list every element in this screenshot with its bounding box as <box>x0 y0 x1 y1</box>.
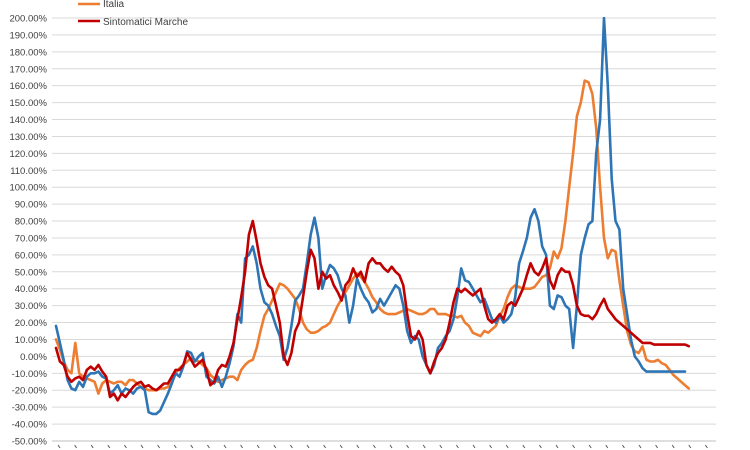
y-tick-label: -10.00% <box>12 369 48 380</box>
x-tick-mark <box>157 444 161 449</box>
x-tick-mark <box>472 444 476 449</box>
x-tick-mark <box>389 444 393 449</box>
y-tick-label: 180.00% <box>9 47 47 58</box>
y-tick-label: 30.00% <box>15 301 48 312</box>
y-tick-label: 100.00% <box>9 183 47 194</box>
y-tick-label: 130.00% <box>9 132 47 143</box>
y-tick-label: 70.00% <box>15 233 48 244</box>
x-tick-mark <box>140 444 144 449</box>
y-tick-label: 90.00% <box>15 200 48 211</box>
x-tick-mark <box>688 444 692 449</box>
x-tick-mark <box>107 444 111 449</box>
y-tick-label: 140.00% <box>9 115 47 126</box>
x-tick-mark <box>289 444 293 449</box>
x-axis-tick-marks <box>57 444 708 449</box>
series-line-sintomatici-marche <box>54 219 691 402</box>
x-tick-mark <box>123 444 127 449</box>
y-tick-label: 190.00% <box>9 30 47 41</box>
x-tick-mark <box>655 444 659 449</box>
y-tick-label: -40.00% <box>12 420 48 431</box>
y-tick-label: 110.00% <box>10 166 47 177</box>
y-tick-label: 20.00% <box>15 318 48 329</box>
y-tick-label: 200.00% <box>9 14 47 25</box>
x-tick-mark <box>206 444 210 449</box>
x-tick-mark <box>555 444 559 449</box>
legend: Italia Sintomatici Marche <box>78 0 188 28</box>
x-tick-mark <box>406 444 410 449</box>
x-tick-mark <box>339 444 343 449</box>
x-tick-mark <box>538 444 542 449</box>
x-tick-mark <box>372 444 376 449</box>
x-tick-mark <box>74 444 78 449</box>
x-tick-mark <box>190 444 194 449</box>
series-line-unlabeled-1 <box>54 17 687 416</box>
x-tick-mark <box>256 444 260 449</box>
y-tick-label: 150.00% <box>9 98 47 109</box>
x-tick-mark <box>439 444 443 449</box>
y-tick-label: 170.00% <box>9 64 47 75</box>
x-tick-mark <box>638 444 642 449</box>
legend-label-italia: Italia <box>103 0 125 10</box>
x-tick-mark <box>356 444 360 449</box>
y-axis-tick-labels: 200.00% 190.00% 180.00% 170.00% 160.00% 150.0… <box>9 14 47 448</box>
x-tick-mark <box>704 444 708 449</box>
y-tick-label: 120.00% <box>9 149 47 160</box>
x-tick-mark <box>57 444 61 449</box>
series-line-italia <box>54 79 691 395</box>
x-tick-mark <box>505 444 509 449</box>
x-tick-mark <box>605 444 609 449</box>
y-tick-label: 0.00% <box>20 352 47 363</box>
y-tick-label: 40.00% <box>15 284 48 295</box>
y-tick-label: 160.00% <box>9 81 47 92</box>
x-tick-mark <box>489 444 493 449</box>
y-tick-label: 60.00% <box>15 250 48 261</box>
y-tick-label: 80.00% <box>15 217 48 228</box>
x-tick-mark <box>240 444 244 449</box>
x-tick-mark <box>273 444 277 449</box>
x-tick-mark <box>572 444 576 449</box>
x-tick-mark <box>173 444 177 449</box>
gridlines <box>52 17 716 442</box>
x-tick-mark <box>323 444 327 449</box>
x-tick-mark <box>306 444 310 449</box>
series-lines <box>54 17 691 416</box>
x-tick-mark <box>671 444 675 449</box>
x-tick-mark <box>455 444 459 449</box>
y-tick-label: 50.00% <box>15 267 48 278</box>
x-tick-mark <box>621 444 625 449</box>
x-tick-mark <box>522 444 526 449</box>
x-tick-mark <box>588 444 592 449</box>
x-tick-mark <box>422 444 426 449</box>
y-tick-label: -20.00% <box>12 386 48 397</box>
legend-label-sintomatici-marche: Sintomatici Marche <box>103 17 188 28</box>
y-tick-label: -30.00% <box>12 403 48 414</box>
x-tick-mark <box>90 444 94 449</box>
x-tick-mark <box>223 444 227 449</box>
y-tick-label: -50.00% <box>12 437 48 448</box>
y-tick-label: 10.00% <box>15 335 48 346</box>
